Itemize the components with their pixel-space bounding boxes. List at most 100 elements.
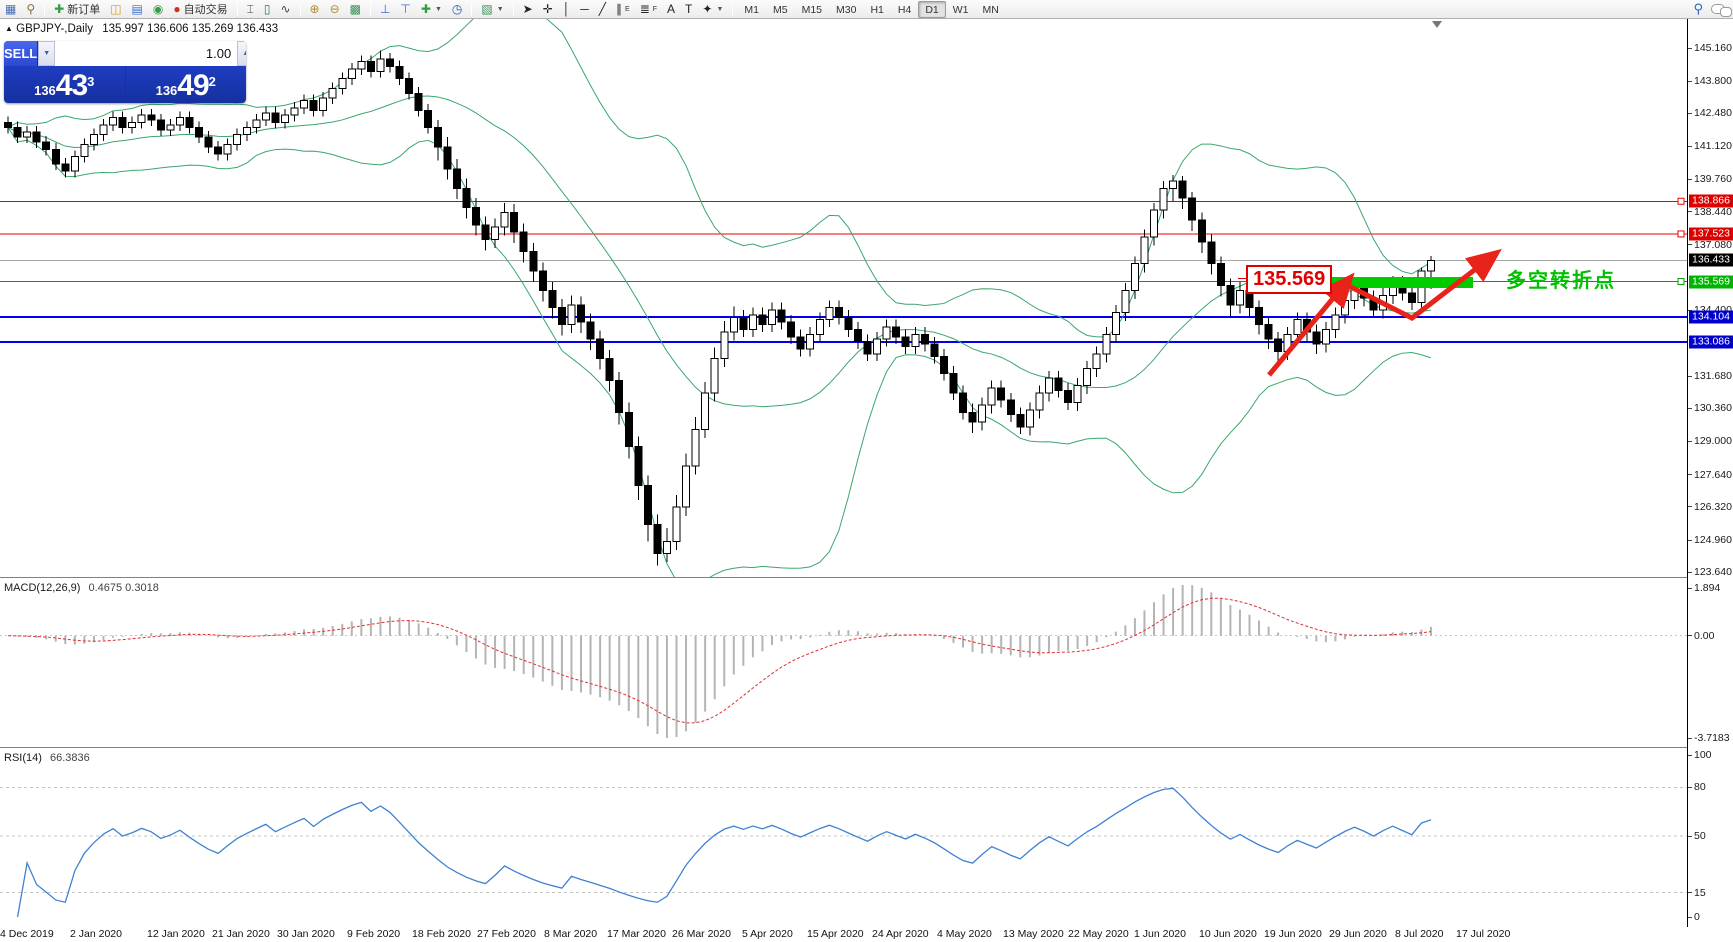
candle: [844, 316, 853, 330]
candlestick-mode-button[interactable]: ▯: [259, 1, 276, 18]
new-order-button[interactable]: ✚ 新订单: [49, 1, 105, 18]
crosshair-tool-button[interactable]: ✛: [538, 1, 558, 18]
price-axis-tick: 131.680: [1694, 370, 1732, 383]
candle: [701, 392, 710, 430]
timeframe-mn-button[interactable]: MN: [982, 3, 999, 16]
buy-price-display[interactable]: 136 49 2: [126, 66, 247, 103]
candle: [80, 143, 89, 158]
macd-plot[interactable]: [0, 579, 1687, 747]
candle: [662, 540, 671, 554]
date-axis[interactable]: 4 Dec 2019 2 Jan 2020 12 Jan 2020 21 Jan 20…: [0, 927, 1687, 942]
date-label: 15 Apr 2020: [807, 928, 864, 940]
chart-shift-button[interactable]: ⊤: [395, 1, 415, 18]
date-label: 9 Feb 2020: [347, 928, 401, 940]
trendline-tool-button[interactable]: ╱: [594, 1, 611, 18]
templates-button[interactable]: ▧ ▼: [476, 1, 508, 18]
chart-profiles-button[interactable]: ⚲: [21, 1, 40, 18]
channel-tool-button[interactable]: ∥ E: [611, 1, 635, 18]
timeframe-m1-button[interactable]: M1: [744, 3, 759, 16]
macd-rsi-separator[interactable]: [0, 747, 1733, 749]
toolbar-separator: [44, 2, 46, 16]
candle: [1216, 263, 1225, 287]
main-chart-plot[interactable]: [0, 19, 1687, 577]
candle: [214, 146, 223, 155]
candle: [1159, 187, 1168, 211]
fibonacci-tool-button[interactable]: ≣ F: [635, 1, 662, 18]
rsi-plot[interactable]: [0, 749, 1687, 927]
tile-windows-button[interactable]: ▩: [345, 1, 366, 18]
line-chart-mode-button[interactable]: ∿: [275, 1, 295, 18]
chart-shift-marker[interactable]: [1432, 21, 1442, 28]
vertical-line-tool-button[interactable]: │: [558, 1, 576, 18]
candle: [32, 131, 41, 143]
volume-decrease-button[interactable]: ▼: [38, 41, 56, 66]
period-clock-button[interactable]: ◷: [447, 1, 467, 18]
candle: [768, 309, 776, 326]
candle: [1016, 414, 1025, 428]
sell-button[interactable]: SELL: [4, 41, 39, 66]
horizontal-line-tool-button[interactable]: ─: [575, 1, 594, 18]
one-click-trading-panel: SELL ▼ ▲ BUY 136 43 3 136 49 2: [4, 41, 246, 103]
candle: [949, 372, 958, 394]
new-chart-button[interactable]: ▦: [0, 1, 21, 18]
turning-point-annotation[interactable]: 多空转折点: [1506, 270, 1616, 292]
candle: [672, 506, 681, 542]
candle: [89, 134, 98, 145]
fibonacci-tool-icon: ≣: [639, 1, 650, 16]
zoom-in-button[interactable]: ⊕: [305, 1, 325, 18]
candle: [233, 134, 242, 145]
arrows-tool-icon: ✦: [702, 1, 713, 16]
add-indicator-button[interactable]: ✚ ▼: [416, 1, 447, 18]
volume-increase-button[interactable]: ▲: [237, 41, 246, 66]
text-tool-icon: A: [667, 1, 676, 16]
timeframe-m30-button[interactable]: M30: [836, 3, 857, 16]
volume-input[interactable]: [55, 41, 238, 66]
timeframe-d1-button[interactable]: D1: [918, 0, 946, 18]
candle: [156, 119, 165, 131]
line-chart-mode-icon: ∿: [280, 1, 291, 16]
candle: [1083, 367, 1092, 386]
text-tool-button[interactable]: A: [662, 1, 680, 18]
timeframe-m15-button[interactable]: M15: [801, 3, 823, 16]
arrows-tool-caret-icon[interactable]: ▼: [716, 5, 724, 13]
candle: [23, 131, 32, 138]
zoom-out-button[interactable]: ⊖: [325, 1, 345, 18]
signals-button[interactable]: ◉: [148, 1, 168, 18]
bar-chart-mode-icon: ⌶: [246, 1, 254, 16]
text-label-tool-button[interactable]: T: [680, 1, 697, 18]
price-axis-tick: 126.320: [1694, 500, 1732, 513]
auto-trading-button[interactable]: ● 自动交易: [168, 1, 232, 18]
market-watch-button[interactable]: ◫: [105, 1, 126, 18]
arrows-tool-button[interactable]: ✦ ▼: [697, 1, 728, 18]
auto-scroll-button[interactable]: ⊥: [375, 1, 395, 18]
sell-price-display[interactable]: 136 43 3: [4, 66, 126, 103]
price-line-label-135.569: 135.569: [1689, 275, 1733, 289]
date-label: 29 Jun 2020: [1329, 928, 1387, 940]
main-macd-separator[interactable]: [0, 577, 1733, 579]
candle: [691, 428, 700, 467]
candle: [491, 226, 500, 240]
tile-windows-icon: ▩: [349, 1, 361, 16]
add-indicator-caret-icon[interactable]: ▼: [434, 5, 442, 13]
search-icon[interactable]: ⚲: [1693, 1, 1703, 16]
rsi-label: RSI(14) 66.3836: [4, 752, 90, 764]
candle: [376, 58, 385, 72]
timeframe-w1-button[interactable]: W1: [952, 3, 969, 16]
timeframe-h4-button[interactable]: H4: [897, 3, 912, 16]
timeframe-m5-button[interactable]: M5: [772, 3, 788, 16]
candle: [300, 100, 309, 109]
terminal-button[interactable]: ▤: [127, 1, 148, 18]
date-label: 19 Jun 2020: [1264, 928, 1322, 940]
bar-chart-mode-button[interactable]: ⌶: [242, 1, 259, 18]
candle: [1188, 197, 1197, 221]
templates-caret-icon[interactable]: ▼: [496, 5, 504, 13]
candle: [796, 336, 805, 350]
candle: [1255, 307, 1264, 326]
chat-icon[interactable]: [1711, 4, 1732, 17]
cursor-tool-button[interactable]: ➤: [518, 1, 538, 18]
macd-signal-line: [7, 597, 1432, 724]
price-level-callout[interactable]: 135.569: [1237, 265, 1333, 294]
timeframe-h1-button[interactable]: H1: [870, 3, 884, 16]
price-axis[interactable]: 1.894 0.00 -3.7183 100 80 50 15 0 145.160 143.800…: [1687, 19, 1733, 927]
